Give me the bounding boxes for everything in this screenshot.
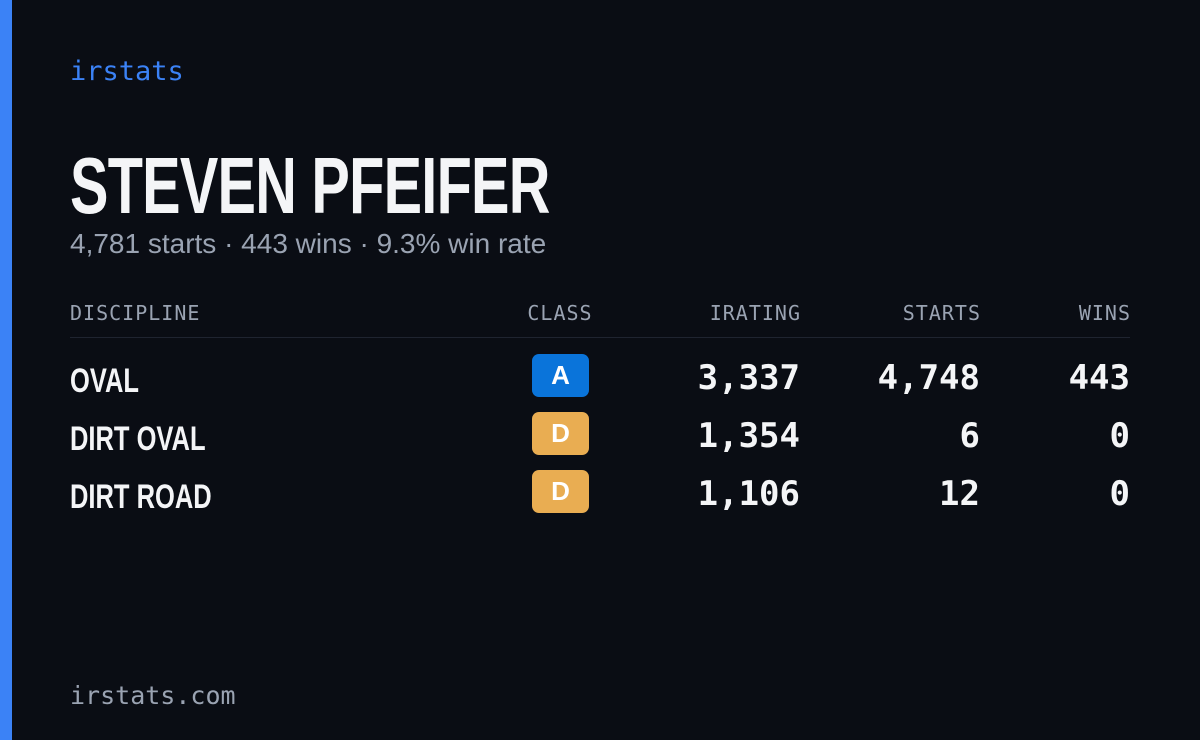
class-badge: D [532, 412, 589, 455]
class-badge: D [532, 470, 589, 513]
wins: 443 [1068, 358, 1130, 398]
starts: 4,748 [877, 358, 980, 398]
header: IRATING [709, 301, 801, 325]
header: STARTS [902, 301, 981, 325]
brand: irstats [70, 56, 184, 87]
starts: 6 [959, 416, 980, 456]
irating: 1,106 [697, 474, 800, 514]
wins: 0 [1109, 474, 1130, 514]
starts: 12 [939, 474, 980, 514]
header: WINS [1078, 301, 1131, 325]
header: DISCIPLINE [70, 301, 201, 325]
discipline: OVAL [70, 362, 139, 400]
divider [70, 337, 1130, 338]
class-badge: A [532, 354, 589, 397]
summary: 4,781 starts · 443 wins · 9.3% win rate [70, 228, 547, 259]
discipline: DIRT ROAD [70, 478, 212, 516]
wins: 0 [1109, 416, 1130, 456]
irating: 1,354 [697, 416, 800, 456]
accent-bar [0, 0, 12, 740]
header: CLASS [527, 301, 593, 325]
footer: irstats.com [70, 681, 236, 710]
irating: 3,337 [697, 358, 800, 398]
driver-name: STEVEN PFEIFER [70, 141, 550, 230]
discipline: DIRT OVAL [70, 420, 206, 458]
